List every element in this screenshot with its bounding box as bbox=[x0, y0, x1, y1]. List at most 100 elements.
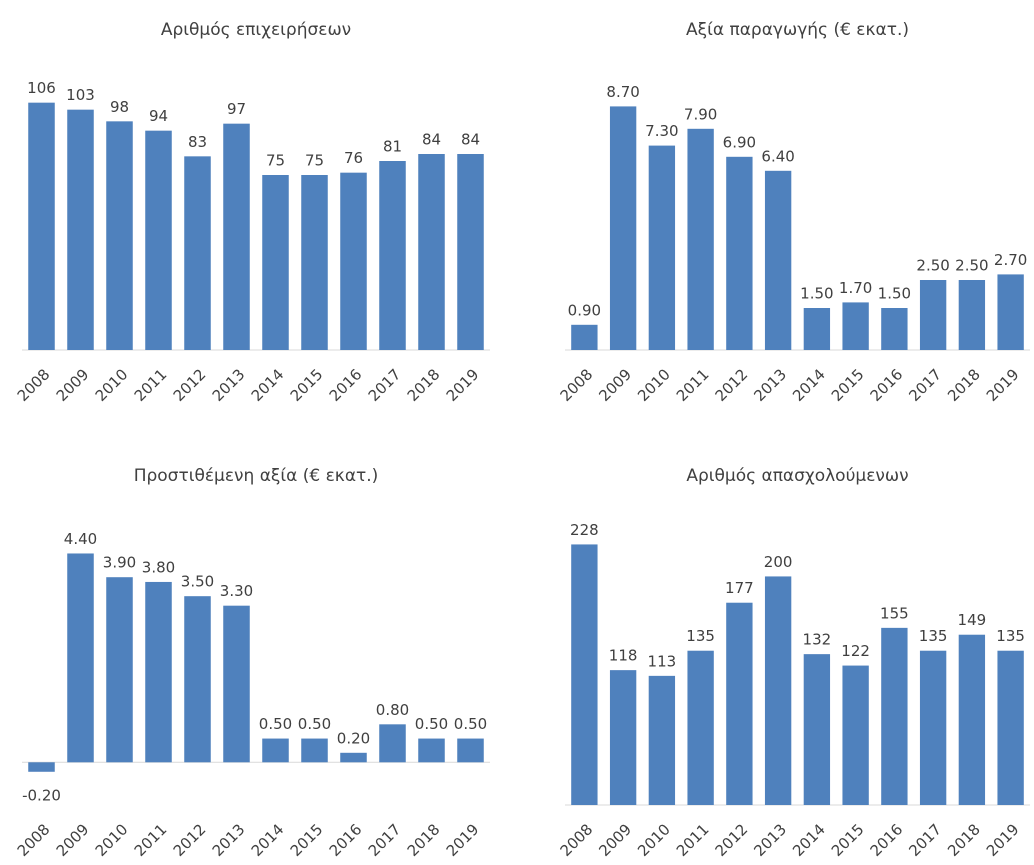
value-label: 1.70 bbox=[839, 279, 872, 297]
value-label: 118 bbox=[609, 647, 638, 665]
value-label: 2.50 bbox=[916, 257, 949, 275]
value-label: 155 bbox=[880, 604, 909, 622]
x-tick-label: 2012 bbox=[712, 365, 752, 405]
value-label: 0.50 bbox=[259, 715, 292, 733]
value-label: 103 bbox=[66, 86, 95, 104]
x-tick-label: 2015 bbox=[287, 820, 327, 860]
value-label: 0.50 bbox=[415, 715, 448, 733]
x-tick-label: 2011 bbox=[131, 820, 171, 860]
chart-title: Αριθμός επιχειρήσεων bbox=[161, 20, 351, 40]
value-label: 2.50 bbox=[955, 257, 988, 275]
value-label: 1.50 bbox=[800, 285, 833, 303]
x-tick-label: 2018 bbox=[404, 365, 444, 405]
bar bbox=[106, 577, 133, 763]
value-label: 6.40 bbox=[761, 147, 794, 165]
bar bbox=[687, 650, 714, 805]
value-label: 135 bbox=[686, 627, 715, 645]
x-tick-label: 2016 bbox=[326, 365, 366, 405]
bar bbox=[919, 280, 947, 350]
x-tick-label: 2010 bbox=[92, 820, 132, 860]
value-label: 98 bbox=[110, 98, 129, 116]
x-tick-label: 2019 bbox=[443, 820, 483, 860]
value-label: 200 bbox=[764, 553, 793, 571]
value-label: 3.30 bbox=[220, 582, 253, 600]
x-tick-label: 2015 bbox=[828, 820, 868, 860]
value-label: 3.80 bbox=[142, 558, 175, 576]
bar bbox=[106, 121, 133, 350]
x-tick-label: 2008 bbox=[557, 365, 597, 405]
bar bbox=[881, 627, 908, 805]
bar bbox=[881, 308, 908, 350]
x-tick-label: 2012 bbox=[170, 365, 210, 405]
chart-title: Αξία παραγωγής (€ εκατ.) bbox=[686, 20, 909, 40]
value-label: 76 bbox=[344, 149, 363, 167]
value-label: 75 bbox=[305, 152, 324, 170]
bar bbox=[609, 670, 637, 805]
value-label: 135 bbox=[919, 627, 948, 645]
x-tick-label: 2016 bbox=[326, 820, 366, 860]
x-tick-label: 2008 bbox=[557, 820, 597, 860]
bar bbox=[764, 170, 792, 350]
value-label: 149 bbox=[958, 611, 987, 629]
x-tick-label: 2009 bbox=[595, 365, 635, 405]
x-tick-label: 2014 bbox=[248, 820, 288, 860]
x-tick-label: 2017 bbox=[905, 365, 945, 405]
x-tick-label: 2011 bbox=[131, 365, 171, 405]
value-label: -0.20 bbox=[22, 786, 61, 804]
x-tick-label: 2019 bbox=[443, 365, 483, 405]
bar bbox=[726, 602, 753, 805]
x-tick-label: 2009 bbox=[53, 820, 93, 860]
bar bbox=[803, 308, 831, 350]
bar bbox=[842, 665, 869, 805]
bar bbox=[262, 738, 289, 763]
chart-title: Προστιθέμενη αξία (€ εκατ.) bbox=[134, 466, 379, 486]
x-tick-label: 2014 bbox=[248, 365, 288, 405]
value-label: 2.70 bbox=[994, 251, 1027, 269]
x-tick-label: 2013 bbox=[209, 365, 249, 405]
bar bbox=[418, 738, 445, 763]
x-tick-label: 2008 bbox=[14, 820, 54, 860]
bar bbox=[648, 145, 676, 350]
value-label: 0.20 bbox=[337, 729, 370, 747]
x-tick-label: 2015 bbox=[828, 365, 868, 405]
bar bbox=[609, 106, 637, 351]
bar bbox=[184, 596, 211, 763]
x-tick-label: 2012 bbox=[170, 820, 210, 860]
bar bbox=[997, 650, 1024, 805]
bar bbox=[457, 738, 484, 763]
x-tick-label: 2009 bbox=[595, 820, 635, 860]
bar bbox=[919, 650, 947, 805]
x-tick-label: 2018 bbox=[944, 365, 984, 405]
value-label: 81 bbox=[383, 138, 402, 156]
x-tick-label: 2015 bbox=[287, 365, 327, 405]
x-tick-label: 2018 bbox=[944, 820, 984, 860]
value-label: 0.90 bbox=[568, 301, 601, 319]
x-tick-label: 2019 bbox=[983, 820, 1023, 860]
x-tick-label: 2010 bbox=[634, 365, 674, 405]
x-tick-label: 2009 bbox=[53, 365, 93, 405]
value-label: 0.80 bbox=[376, 701, 409, 719]
x-tick-label: 2013 bbox=[750, 820, 790, 860]
x-tick-label: 2013 bbox=[209, 820, 249, 860]
value-label: 94 bbox=[149, 107, 168, 125]
x-tick-label: 2011 bbox=[673, 820, 713, 860]
value-label: 0.50 bbox=[454, 715, 487, 733]
bar bbox=[340, 172, 367, 350]
bar bbox=[379, 161, 406, 350]
value-label: 3.90 bbox=[103, 554, 136, 572]
bar bbox=[340, 752, 367, 763]
value-label: 3.50 bbox=[181, 573, 214, 591]
bar bbox=[28, 762, 55, 772]
bar bbox=[28, 102, 55, 351]
x-tick-label: 2017 bbox=[365, 365, 405, 405]
x-tick-label: 2010 bbox=[92, 365, 132, 405]
bar bbox=[223, 605, 250, 763]
bar bbox=[67, 553, 94, 763]
bar bbox=[997, 274, 1024, 350]
bar bbox=[648, 675, 676, 805]
bar bbox=[764, 576, 792, 805]
x-tick-label: 2016 bbox=[867, 365, 907, 405]
bar bbox=[571, 544, 598, 805]
value-label: 1.50 bbox=[878, 285, 911, 303]
